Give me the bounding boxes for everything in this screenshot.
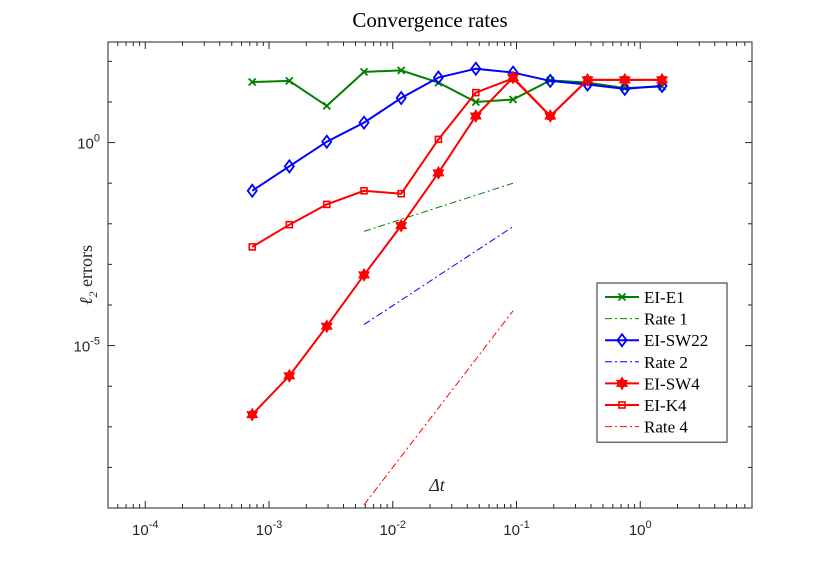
y-tick-label: 10-5 [74, 336, 100, 356]
x-tick-label: 10-1 [503, 519, 529, 539]
series-line [252, 69, 663, 108]
data-point [619, 81, 631, 97]
x-axis-label: Δt [428, 475, 446, 495]
legend-label: Rate 1 [644, 310, 688, 329]
series-rate-2 [363, 226, 514, 325]
data-point [248, 243, 257, 251]
series-line [363, 182, 514, 232]
data-point [472, 88, 480, 97]
data-point [658, 76, 666, 84]
data-point [620, 76, 629, 84]
x-tick-label: 100 [629, 519, 652, 539]
data-point [470, 61, 482, 77]
series-ei-sw22 [246, 61, 668, 199]
legend-label: Rate 2 [644, 353, 688, 372]
legend-box [596, 282, 728, 443]
series-line [251, 67, 663, 192]
data-point [359, 67, 369, 77]
data-point [656, 78, 668, 94]
data-point [432, 169, 445, 180]
series-ei-k4 [248, 74, 666, 251]
data-point [618, 401, 626, 409]
data-point [246, 183, 258, 199]
data-point [397, 66, 406, 75]
legend-label: EI-K4 [644, 396, 687, 415]
y-axis-label: ℓ2 errors [76, 245, 100, 305]
data-point [285, 220, 294, 229]
data-point [617, 292, 627, 302]
legend-label: EI-SW4 [644, 374, 700, 393]
data-point [357, 271, 371, 282]
data-point [583, 76, 592, 84]
legend: EI-E1 Rate 1 EI-SW22 Rate 2 EI-SW4 EI-K4 Rate … [596, 282, 728, 443]
data-point [320, 322, 333, 334]
chart-title: Convergence rates [352, 8, 507, 32]
data-point [397, 189, 405, 198]
data-point [395, 90, 407, 106]
data-point [360, 186, 368, 195]
data-point [283, 372, 296, 383]
data-point [322, 200, 331, 209]
data-point [508, 95, 518, 104]
data-point [322, 101, 331, 111]
data-point [434, 135, 443, 144]
data-point [248, 77, 257, 87]
series-line [363, 226, 514, 325]
data-point [544, 73, 556, 89]
data-point [432, 70, 445, 86]
series-line [363, 310, 514, 506]
data-point [615, 379, 629, 391]
data-point [471, 97, 480, 107]
data-point [283, 158, 295, 174]
x-tick-label: 10-4 [132, 519, 158, 539]
data-point [546, 112, 555, 120]
x-tick-label: 10-3 [256, 519, 282, 539]
legend-label: EI-SW22 [644, 331, 708, 350]
series-rate-1 [363, 182, 514, 232]
data-point [285, 76, 294, 86]
data-point [616, 332, 628, 348]
series-rate-4 [363, 310, 514, 506]
legend-label: EI-E1 [644, 288, 685, 307]
data-point [321, 134, 333, 150]
data-point [246, 411, 259, 422]
series-line [251, 77, 663, 248]
data-point [509, 74, 517, 83]
data-point [358, 115, 370, 131]
x-tick-label: 10-2 [380, 519, 406, 539]
data-point [469, 112, 482, 124]
legend-label: Rate 4 [644, 418, 688, 437]
y-tick-label: 100 [77, 133, 100, 153]
data-point [395, 222, 408, 233]
